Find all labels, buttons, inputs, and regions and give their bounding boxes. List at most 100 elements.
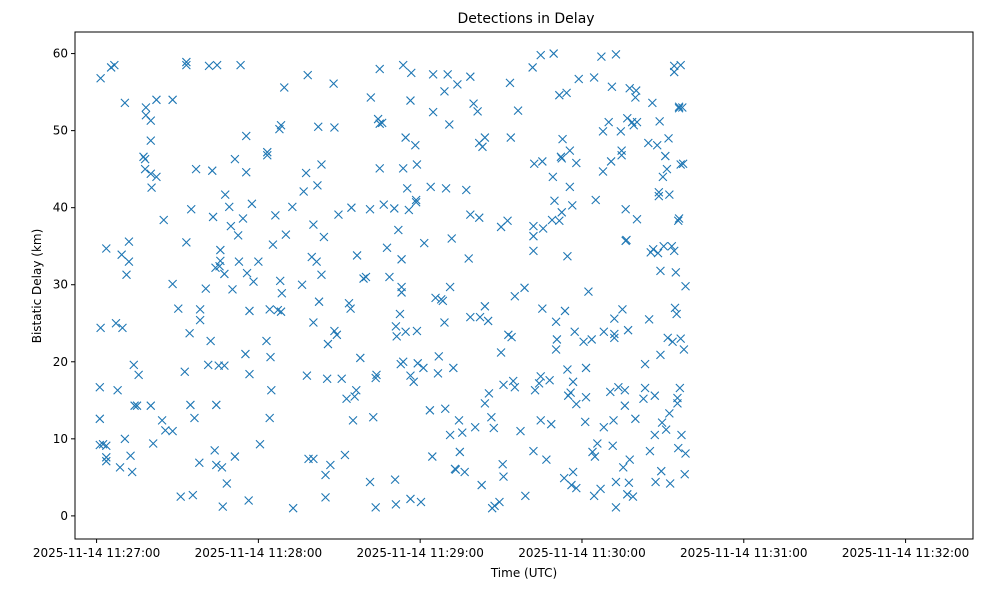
data-point bbox=[140, 154, 150, 164]
data-point bbox=[632, 214, 642, 224]
data-point bbox=[109, 60, 119, 70]
data-point bbox=[308, 454, 318, 464]
data-point bbox=[411, 195, 421, 205]
data-point bbox=[460, 467, 470, 477]
data-point bbox=[440, 404, 450, 414]
data-point bbox=[279, 83, 289, 92]
data-point bbox=[676, 334, 686, 344]
data-point bbox=[321, 493, 330, 502]
data-point bbox=[537, 157, 547, 166]
data-point bbox=[571, 399, 581, 409]
data-point bbox=[581, 363, 591, 373]
data-point bbox=[591, 195, 601, 205]
data-point bbox=[650, 430, 660, 440]
data-point bbox=[461, 185, 471, 195]
data-point bbox=[157, 415, 167, 425]
data-point bbox=[111, 318, 121, 328]
data-point bbox=[571, 158, 581, 168]
data-point bbox=[587, 335, 597, 344]
data-point bbox=[661, 425, 671, 434]
data-point bbox=[510, 382, 520, 392]
data-point bbox=[347, 203, 356, 213]
data-point bbox=[499, 472, 508, 481]
data-point bbox=[262, 150, 272, 160]
data-point bbox=[406, 371, 415, 381]
data-point bbox=[368, 412, 378, 422]
data-point bbox=[389, 204, 399, 213]
data-point bbox=[445, 430, 455, 440]
data-point bbox=[313, 180, 322, 190]
data-point bbox=[203, 360, 213, 370]
data-point bbox=[411, 197, 421, 207]
data-point bbox=[679, 345, 689, 354]
data-point bbox=[314, 297, 324, 307]
data-point bbox=[650, 391, 660, 401]
data-point bbox=[352, 251, 362, 260]
data-point bbox=[621, 204, 631, 214]
data-point bbox=[660, 151, 670, 161]
data-point bbox=[340, 450, 350, 460]
data-point bbox=[566, 388, 576, 397]
data-point bbox=[640, 359, 650, 369]
data-point bbox=[589, 491, 599, 501]
data-point bbox=[398, 357, 408, 367]
data-point bbox=[168, 95, 178, 105]
data-point bbox=[474, 213, 484, 223]
data-point bbox=[647, 98, 657, 108]
data-point bbox=[571, 483, 581, 493]
data-point bbox=[217, 462, 227, 472]
data-point bbox=[220, 361, 229, 371]
data-point bbox=[419, 238, 429, 248]
data-point bbox=[115, 462, 125, 472]
data-point bbox=[206, 336, 216, 346]
data-point bbox=[445, 282, 455, 292]
data-point bbox=[557, 153, 567, 163]
data-point bbox=[447, 234, 457, 243]
data-point bbox=[224, 202, 234, 212]
data-point bbox=[557, 207, 567, 217]
y-tick-label: 10 bbox=[53, 432, 68, 446]
data-point bbox=[288, 503, 298, 513]
data-point bbox=[677, 103, 687, 112]
data-point bbox=[541, 455, 551, 465]
data-point bbox=[287, 202, 297, 212]
data-point bbox=[656, 350, 665, 360]
x-axis-label: Time (UTC) bbox=[490, 566, 557, 580]
data-point bbox=[241, 349, 250, 359]
data-point bbox=[141, 103, 151, 112]
data-point bbox=[391, 321, 401, 331]
data-point bbox=[440, 86, 449, 96]
data-point bbox=[625, 455, 635, 465]
data-point bbox=[669, 67, 679, 77]
data-point bbox=[410, 140, 420, 150]
data-point bbox=[146, 169, 156, 179]
data-point bbox=[658, 172, 668, 182]
data-point bbox=[385, 272, 394, 282]
data-point bbox=[611, 49, 621, 59]
data-point bbox=[147, 183, 156, 193]
data-point bbox=[346, 304, 355, 314]
x-axis: 2025-11-14 11:27:00 2025-11-14 11:28:00 20… bbox=[33, 539, 969, 560]
data-point bbox=[613, 382, 623, 392]
data-point bbox=[584, 287, 593, 297]
data-point bbox=[412, 160, 422, 169]
data-point bbox=[624, 478, 634, 488]
data-point bbox=[617, 150, 627, 160]
data-point bbox=[590, 452, 600, 461]
data-point bbox=[520, 491, 530, 501]
data-point bbox=[618, 462, 628, 472]
data-point bbox=[664, 190, 674, 199]
data-point bbox=[478, 142, 487, 152]
data-point bbox=[130, 401, 139, 411]
data-point bbox=[180, 367, 190, 377]
data-point bbox=[597, 52, 606, 62]
data-point bbox=[365, 477, 375, 487]
data-point bbox=[302, 371, 312, 381]
data-point bbox=[350, 392, 360, 401]
data-point bbox=[632, 117, 642, 127]
data-point bbox=[398, 60, 408, 70]
data-point bbox=[441, 184, 451, 193]
data-point bbox=[529, 159, 539, 169]
data-point bbox=[516, 426, 525, 436]
data-point bbox=[146, 136, 156, 146]
